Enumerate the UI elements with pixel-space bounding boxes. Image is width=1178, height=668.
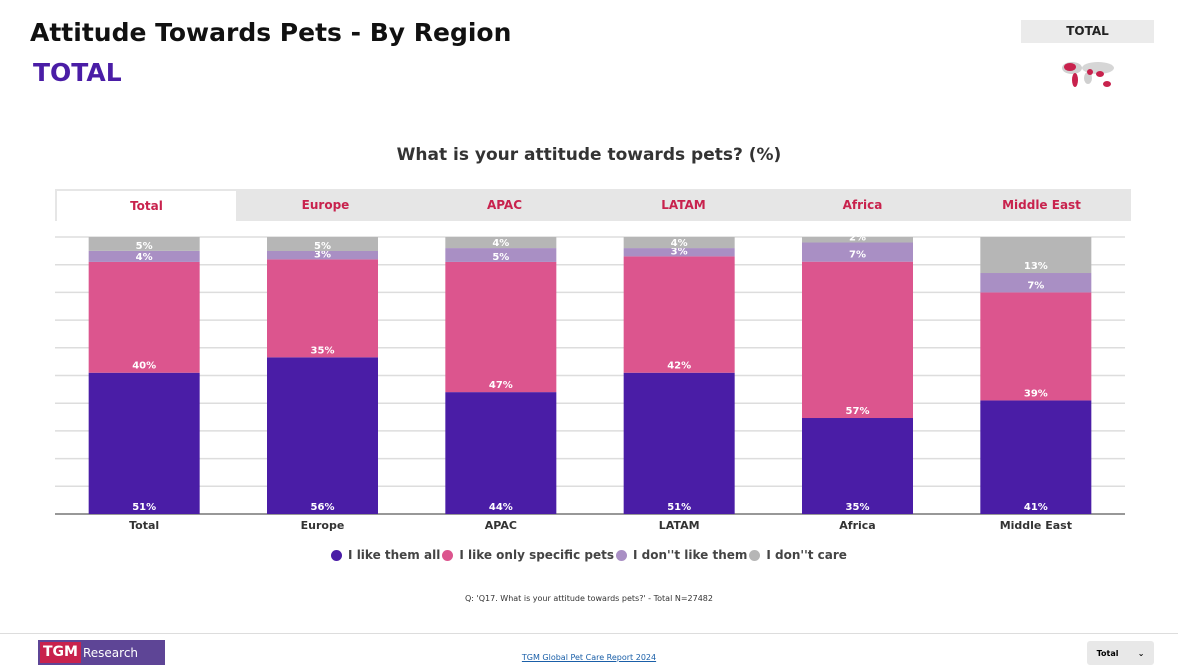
data-label: 44% — [489, 502, 513, 513]
data-label: 4% — [671, 238, 688, 249]
tab-middle-east[interactable]: Middle East — [1002, 198, 1081, 212]
bar-segment — [445, 248, 557, 262]
page-subtitle: TOTAL — [33, 58, 122, 87]
page-title: Attitude Towards Pets - By Region — [30, 18, 512, 47]
data-label: 4% — [492, 238, 509, 249]
data-label: 5% — [492, 252, 509, 263]
data-label: 35% — [311, 345, 335, 356]
bar-segment — [623, 237, 735, 249]
legend-item[interactable]: I don''t like them — [615, 548, 748, 562]
bar-segment — [88, 372, 200, 514]
data-label: 7% — [1027, 280, 1044, 291]
legend-item[interactable]: I like them all — [331, 548, 440, 562]
data-label: 5% — [314, 241, 331, 252]
chart-title: What is your attitude towards pets? (%) — [396, 145, 782, 165]
data-label: 40% — [132, 361, 156, 372]
data-label: 39% — [1024, 388, 1048, 399]
region-tabs: Total Europe APAC LATAM Africa Middle Ea… — [55, 189, 1131, 221]
legend-dot-icon — [331, 549, 343, 561]
data-label: 3% — [314, 249, 331, 260]
tgm-logo: TGM Research — [38, 640, 165, 665]
chevron-down-icon: ⌄ — [1137, 648, 1145, 658]
x-tick-label: LATAM — [659, 519, 700, 532]
data-label: 41% — [1024, 502, 1048, 513]
region-label: TOTAL — [1021, 20, 1154, 43]
legend-dot-icon — [749, 549, 761, 561]
data-label: 51% — [132, 502, 156, 513]
bar-segment — [267, 357, 378, 514]
bar-segment — [267, 250, 378, 260]
legend-label: I don''t like them — [632, 548, 748, 562]
data-label: 7% — [849, 250, 866, 261]
data-label: 35% — [846, 502, 870, 513]
data-label: 4% — [136, 252, 153, 263]
bar-segment — [980, 292, 1092, 401]
world-map-icon — [1062, 62, 1114, 87]
question-note: Q: 'Q17. What is your attitude towards p… — [465, 594, 713, 603]
x-tick-label: Africa — [839, 519, 875, 532]
footer-divider — [0, 633, 1178, 634]
data-label: 13% — [1024, 261, 1048, 272]
bar-segment — [802, 237, 913, 243]
bar-segment — [88, 237, 200, 251]
dropdown-value: Total — [1096, 648, 1119, 658]
legend-item[interactable]: I like only specific pets — [442, 548, 614, 562]
bar-segment — [623, 372, 735, 514]
legend-dot-icon — [615, 549, 627, 561]
legend-label: I like them all — [348, 548, 441, 562]
data-label: 51% — [667, 502, 691, 513]
tab-latam[interactable]: LATAM — [661, 198, 706, 212]
tab-europe[interactable]: Europe — [301, 198, 350, 212]
data-label: 2% — [849, 232, 866, 243]
stacked-bar-chart: 51%40%4%5%Total56%35%3%5%Europe44%47%5%4… — [55, 232, 1125, 532]
legend-label: I like only specific pets — [459, 548, 614, 562]
tab-apac[interactable]: APAC — [486, 198, 523, 212]
legend-label: I don''t care — [766, 548, 847, 562]
bar-segment — [623, 248, 735, 257]
bar-segment — [445, 261, 557, 393]
x-tick-label: Middle East — [1000, 519, 1072, 532]
legend: I like them all I like only specific pet… — [0, 548, 1178, 562]
bar-segment — [445, 392, 557, 514]
bar-segment — [623, 256, 735, 373]
data-label: 3% — [671, 246, 688, 257]
x-tick-label: Total — [129, 519, 159, 532]
bar-segment — [980, 400, 1092, 514]
region-dropdown[interactable]: Total ⌄ — [1087, 641, 1154, 665]
data-label: 47% — [489, 380, 513, 391]
legend-item[interactable]: I don''t care — [749, 548, 847, 562]
legend-dot-icon — [442, 549, 454, 561]
tab-africa[interactable]: Africa — [842, 198, 883, 212]
bar-segment — [88, 250, 200, 262]
bar-segment — [802, 242, 913, 262]
bar-segment — [267, 259, 378, 358]
data-label: 56% — [311, 502, 335, 513]
report-link[interactable]: TGM Global Pet Care Report 2024 — [521, 653, 657, 662]
bar-segment — [980, 273, 1092, 293]
bar-segment — [802, 261, 913, 419]
x-tick-label: APAC — [485, 519, 517, 532]
data-label: 42% — [667, 361, 691, 372]
data-label: 57% — [846, 406, 870, 417]
x-tick-label: Europe — [301, 519, 345, 532]
bar-segment — [267, 237, 378, 251]
tab-total[interactable]: Total — [57, 191, 236, 221]
bar-segment — [802, 418, 913, 514]
bar-segment — [445, 237, 557, 249]
data-label: 5% — [136, 241, 153, 252]
bar-segment — [88, 261, 200, 373]
bar-segment — [980, 237, 1092, 274]
